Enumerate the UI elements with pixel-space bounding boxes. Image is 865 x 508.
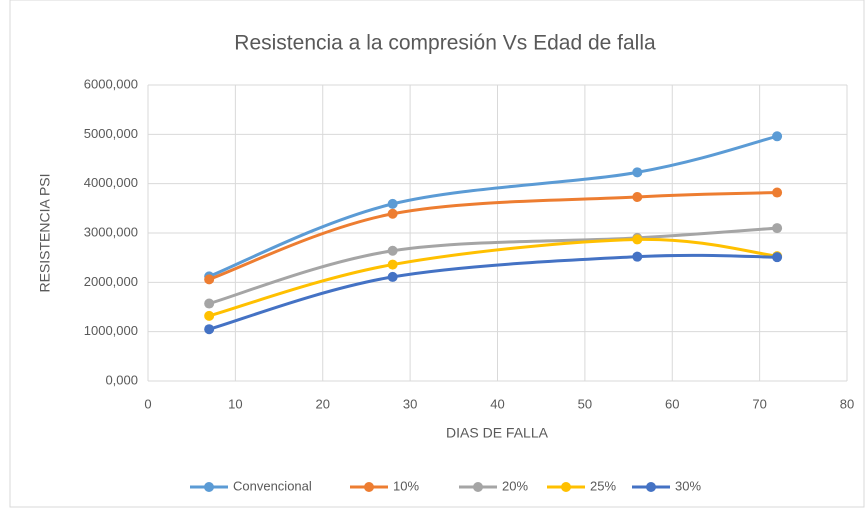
chart-frame	[9, 0, 865, 508]
legend-marker	[204, 482, 214, 492]
data-point	[772, 131, 783, 142]
data-point	[387, 271, 398, 282]
data-point	[772, 252, 783, 263]
y-tick-label: 3000,000	[84, 224, 138, 239]
data-point	[204, 324, 215, 335]
series-line	[208, 237, 778, 318]
y-tick-label: 1000,000	[84, 323, 138, 338]
data-point	[387, 208, 398, 219]
data-point	[204, 274, 215, 285]
data-point	[387, 198, 398, 209]
data-point	[772, 223, 783, 234]
x-tick-label: 30	[403, 396, 417, 411]
data-point	[387, 259, 398, 270]
x-tick-label: 80	[840, 396, 854, 411]
data-point	[204, 310, 215, 321]
legend-marker	[364, 482, 374, 492]
x-tick-label: 40	[490, 396, 504, 411]
legend-label: 10%	[393, 478, 419, 493]
legend-label: 20%	[502, 478, 528, 493]
legend-label: Convencional	[233, 478, 312, 493]
y-tick-label: 2000,000	[84, 274, 138, 289]
y-axis-label: RESISTENCIA PSI	[37, 173, 53, 292]
x-tick-label: 10	[228, 396, 242, 411]
data-point	[632, 251, 643, 262]
series-line	[208, 134, 778, 278]
legend-label: 30%	[675, 478, 701, 493]
chart-title: Resistencia a la compresión Vs Edad de f…	[234, 32, 656, 55]
data-point	[632, 167, 643, 178]
y-tick-label: 5000,000	[84, 126, 138, 141]
series-line	[208, 253, 778, 331]
y-tick-label: 4000,000	[84, 175, 138, 190]
y-tick-label: 6000,000	[84, 76, 138, 91]
data-point	[632, 191, 643, 202]
legend-marker	[646, 482, 656, 492]
x-tick-label: 0	[144, 396, 151, 411]
data-point	[387, 245, 398, 256]
x-tick-label: 70	[752, 396, 766, 411]
series-line	[208, 226, 778, 305]
y-tick-label: 0,000	[105, 372, 138, 387]
legend-label: 25%	[590, 478, 616, 493]
data-point	[632, 234, 643, 245]
legend-marker	[561, 482, 571, 492]
data-point	[204, 298, 215, 309]
x-tick-label: 60	[665, 396, 679, 411]
x-axis-label: DIAS DE FALLA	[446, 425, 549, 441]
series-line	[208, 191, 778, 281]
data-point	[772, 187, 783, 198]
x-tick-label: 20	[316, 396, 330, 411]
x-tick-label: 50	[578, 396, 592, 411]
legend-marker	[473, 482, 483, 492]
